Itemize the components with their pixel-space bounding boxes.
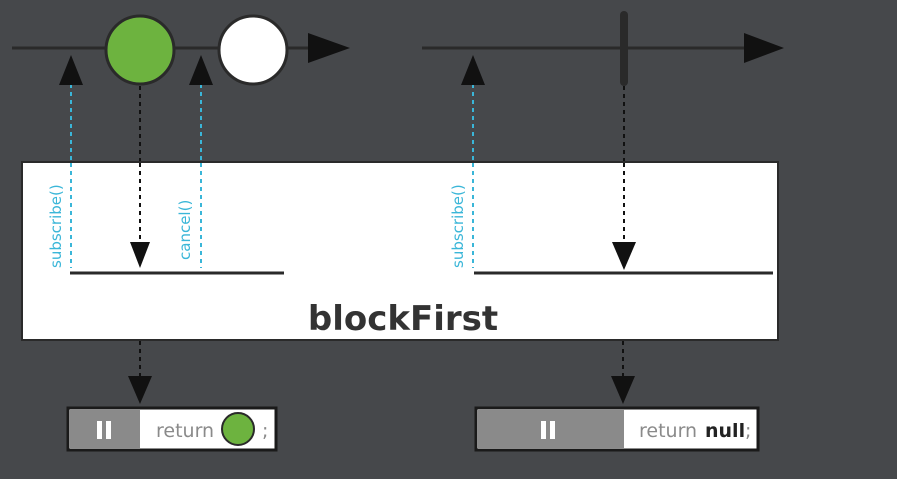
right-output-arrowhead: [611, 376, 635, 404]
returned-item-marble: [221, 412, 255, 446]
green-item-marble: [104, 14, 176, 86]
left-subscribe-label: subscribe(): [47, 184, 65, 268]
cancel-arrowhead: [189, 55, 213, 85]
left-output-arrowhead: [128, 376, 152, 404]
pause-block: [70, 410, 140, 448]
result-semicolon: ;: [262, 420, 268, 442]
pause-icon: [97, 421, 111, 439]
result-null-value: null: [705, 420, 745, 442]
right-completion-arrowhead: [612, 242, 636, 270]
cancel-label: cancel(): [176, 200, 194, 260]
right-result-box: return null ;: [474, 406, 760, 452]
left-result-box: return ;: [66, 406, 278, 452]
right-source-timeline: [422, 11, 784, 86]
timeline-arrowhead: [744, 33, 784, 63]
subscribe-arrowhead: [59, 55, 83, 85]
left-source-timeline: [12, 33, 350, 63]
white-item-marble: [217, 14, 289, 86]
result-semicolon: ;: [745, 420, 751, 442]
left-item-arrowhead: [130, 242, 150, 268]
operator-box: [21, 161, 779, 341]
subscribe-arrowhead: [461, 55, 485, 85]
operator-label: blockFirst: [308, 299, 498, 339]
timeline-arrowhead: [308, 33, 350, 63]
result-return-text: return: [639, 420, 697, 442]
pause-icon: [541, 421, 555, 439]
right-subscribe-label: subscribe(): [449, 184, 467, 268]
result-return-text: return: [156, 420, 214, 442]
